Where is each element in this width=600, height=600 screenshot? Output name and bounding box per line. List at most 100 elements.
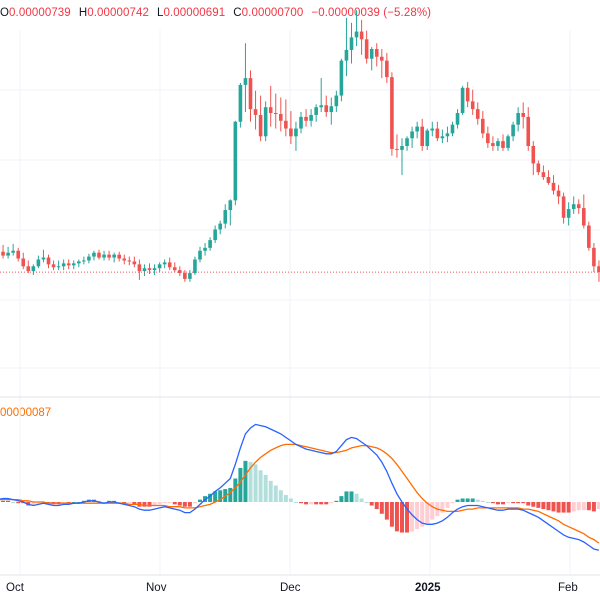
histogram-bar: [253, 464, 258, 502]
candle-body: [486, 133, 490, 144]
candle-body: [561, 196, 566, 218]
histogram-bar: [581, 502, 586, 511]
candle-body: [273, 113, 278, 115]
histogram-bar: [192, 502, 197, 504]
histogram-bar: [551, 502, 556, 512]
histogram-bar: [354, 493, 359, 502]
histogram-bar: [258, 470, 263, 502]
x-axis-label-feb: Feb: [558, 582, 578, 594]
candle-body: [374, 49, 379, 57]
candle-body: [551, 182, 556, 191]
change-value: −0.00000039 (−5.28%): [311, 7, 432, 19]
histogram-bar: [6, 500, 11, 502]
candle-body: [117, 254, 121, 259]
candle-body: [571, 204, 576, 210]
candle-body: [541, 172, 546, 178]
histogram-bar: [460, 498, 465, 502]
macd-line: [0, 423, 600, 551]
candle-body: [364, 39, 369, 59]
candle-body: [51, 264, 56, 268]
candle-body: [445, 133, 450, 137]
histogram-bar: [132, 502, 137, 505]
histogram-bar: [506, 502, 511, 504]
histogram-bar: [369, 502, 374, 506]
histogram-bar: [349, 491, 354, 502]
histogram-bar: [162, 502, 167, 504]
candle-body: [531, 146, 536, 164]
histogram-bar: [157, 502, 162, 505]
histogram-bar: [480, 500, 485, 502]
histogram-bar: [36, 502, 41, 505]
histogram-bar: [182, 502, 187, 507]
histogram-bar: [420, 502, 425, 527]
histogram-bar: [455, 499, 460, 502]
candle-body: [491, 143, 495, 146]
candle-body: [359, 31, 364, 40]
histogram-bar: [450, 502, 455, 504]
histogram-bar: [445, 502, 450, 508]
histogram-bar: [521, 502, 526, 504]
candle-body: [410, 131, 414, 139]
histogram-bar: [263, 474, 268, 502]
candle-body: [56, 266, 61, 268]
candle-body: [309, 114, 313, 121]
candle-body: [147, 268, 152, 271]
candle-body: [420, 126, 424, 146]
histogram-bar: [314, 502, 319, 505]
candle-body: [395, 148, 399, 150]
candle-body: [279, 113, 283, 121]
histogram-bar: [511, 502, 516, 504]
histogram-bar: [268, 480, 273, 502]
candle-body: [203, 247, 207, 251]
candle-body: [354, 31, 359, 38]
histogram-bar: [142, 502, 147, 507]
candle-body: [112, 254, 116, 258]
histogram-bar: [596, 502, 600, 510]
candle-body: [334, 95, 339, 107]
candle-body: [36, 259, 41, 267]
histogram-bar: [410, 502, 415, 532]
candle-body: [152, 268, 157, 271]
candle-body: [329, 106, 334, 113]
histogram-bar: [405, 502, 410, 533]
candle-body: [218, 223, 222, 230]
histogram-bar: [319, 502, 324, 505]
histogram-bar: [127, 502, 132, 504]
histogram-bar: [283, 494, 288, 502]
histogram-bar: [536, 502, 541, 508]
candle-body: [369, 49, 374, 59]
histogram-bar: [167, 502, 172, 504]
candle-body: [142, 268, 147, 272]
candle-body: [16, 250, 20, 259]
histogram-bar: [1, 500, 6, 502]
candle-body: [92, 252, 96, 257]
candle-body: [127, 260, 132, 262]
histogram-bar: [490, 502, 495, 504]
candle-body: [11, 250, 15, 253]
candle-body: [213, 229, 217, 241]
histogram-bar: [541, 502, 546, 510]
candle-body: [344, 49, 349, 61]
x-axis-label-dec: Dec: [280, 582, 301, 594]
candle-body: [556, 190, 561, 197]
histogram-bar: [470, 498, 475, 502]
histogram-bar: [248, 462, 253, 502]
histogram-bar: [208, 493, 213, 502]
candle-body: [299, 116, 303, 129]
candle-body: [248, 78, 253, 110]
histogram-bar: [299, 502, 303, 504]
candle-body: [470, 101, 475, 110]
signal-line: [0, 443, 600, 544]
candle-body: [6, 252, 10, 256]
candle-body: [511, 124, 515, 137]
candle-body: [193, 259, 197, 274]
candle-body: [66, 263, 71, 266]
histogram-bar: [198, 499, 202, 502]
ohlc-legend: O0.00000739 H0.00000742 L0.00000691 C0.0000…: [0, 7, 431, 27]
histogram-bar: [304, 502, 309, 505]
candle-body: [289, 128, 293, 137]
histogram-bar: [364, 502, 369, 503]
candle-body: [405, 138, 409, 146]
candle-body: [465, 87, 470, 102]
